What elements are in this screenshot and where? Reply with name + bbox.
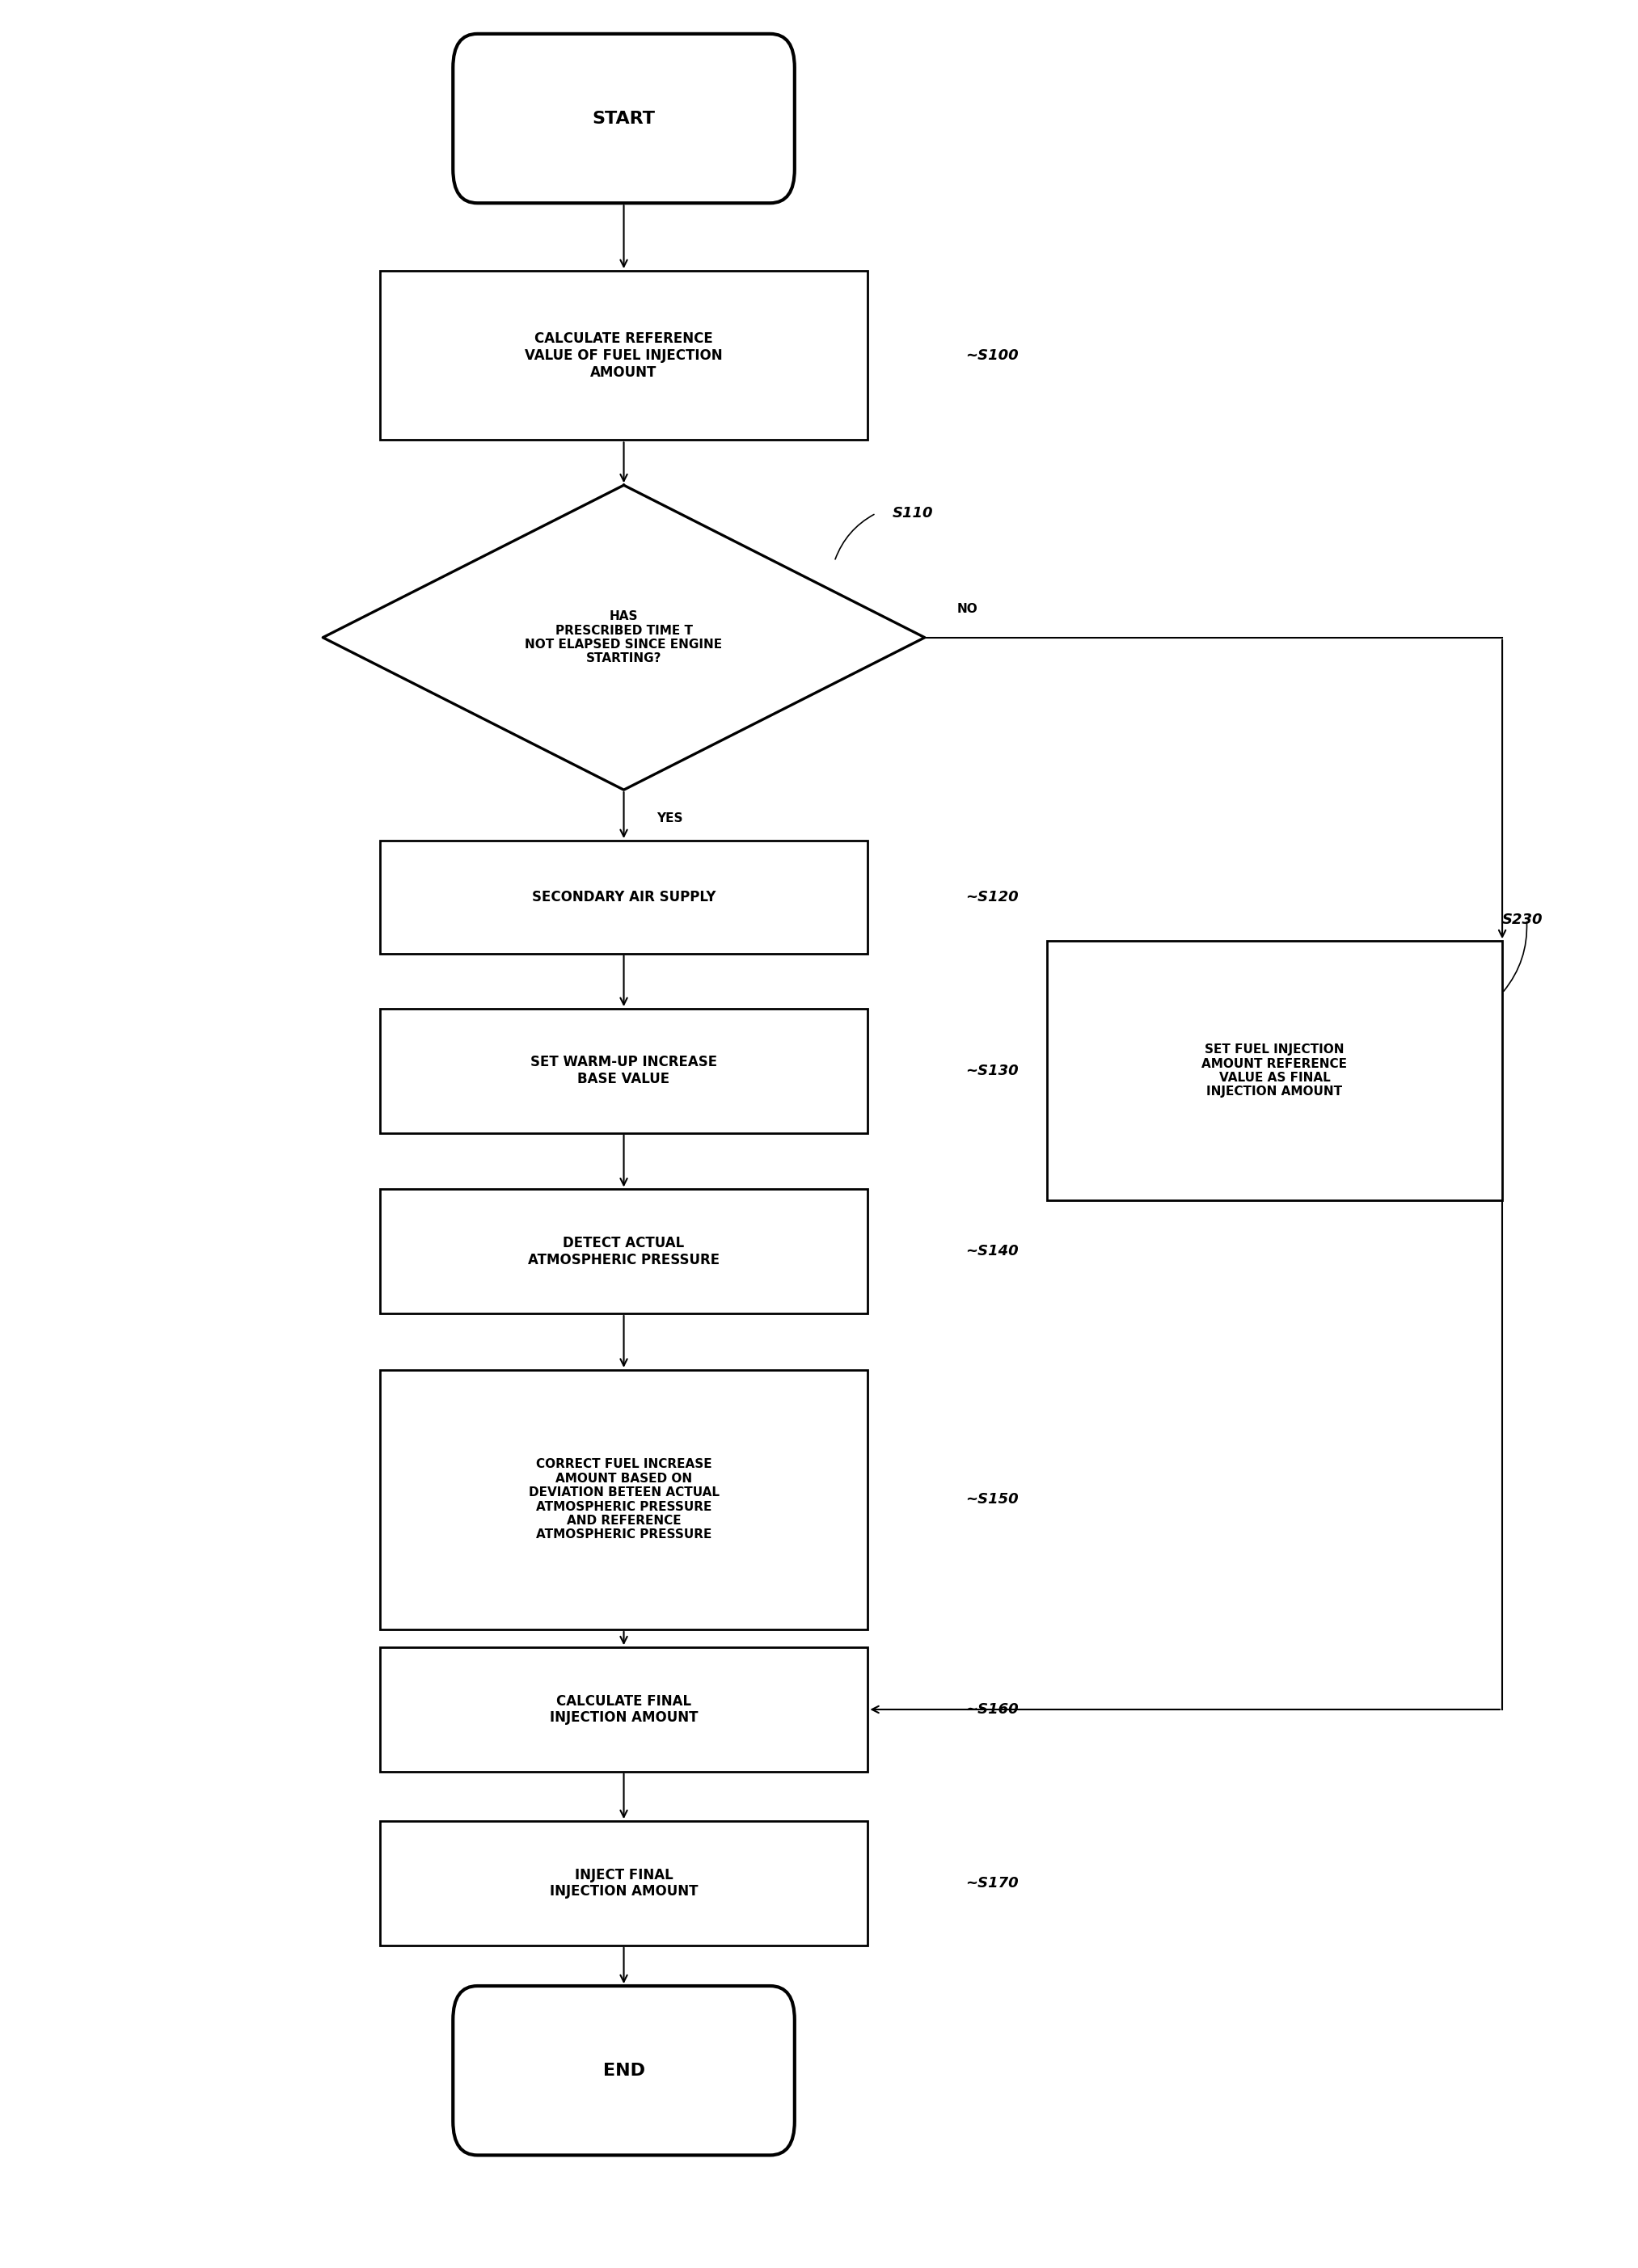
Text: ~S160: ~S160 bbox=[965, 1703, 1019, 1717]
Text: HAS
PRESCRIBED TIME T
NOT ELAPSED SINCE ENGINE
STARTING?: HAS PRESCRIBED TIME T NOT ELAPSED SINCE … bbox=[526, 610, 722, 665]
Text: ~S100: ~S100 bbox=[965, 349, 1019, 363]
Text: ~S130: ~S130 bbox=[965, 1064, 1019, 1077]
Text: NO: NO bbox=[957, 603, 978, 615]
Text: ~S120: ~S120 bbox=[965, 889, 1019, 905]
Text: CALCULATE REFERENCE
VALUE OF FUEL INJECTION
AMOUNT: CALCULATE REFERENCE VALUE OF FUEL INJECT… bbox=[524, 331, 722, 379]
FancyBboxPatch shape bbox=[380, 841, 868, 953]
FancyBboxPatch shape bbox=[380, 1821, 868, 1946]
Text: END: END bbox=[603, 2062, 645, 2080]
FancyBboxPatch shape bbox=[380, 270, 868, 440]
Text: S110: S110 bbox=[893, 506, 934, 522]
FancyBboxPatch shape bbox=[1047, 941, 1502, 1200]
Text: START: START bbox=[593, 111, 655, 127]
Text: DETECT ACTUAL
ATMOSPHERIC PRESSURE: DETECT ACTUAL ATMOSPHERIC PRESSURE bbox=[527, 1236, 719, 1268]
Text: INJECT FINAL
INJECTION AMOUNT: INJECT FINAL INJECTION AMOUNT bbox=[550, 1867, 698, 1898]
Polygon shape bbox=[323, 485, 925, 789]
FancyBboxPatch shape bbox=[380, 1188, 868, 1313]
Text: SECONDARY AIR SUPPLY: SECONDARY AIR SUPPLY bbox=[532, 889, 716, 905]
FancyBboxPatch shape bbox=[454, 34, 794, 204]
Text: CORRECT FUEL INCREASE
AMOUNT BASED ON
DEVIATION BETEEN ACTUAL
ATMOSPHERIC PRESSU: CORRECT FUEL INCREASE AMOUNT BASED ON DE… bbox=[529, 1458, 719, 1540]
Text: CALCULATE FINAL
INJECTION AMOUNT: CALCULATE FINAL INJECTION AMOUNT bbox=[550, 1694, 698, 1726]
Text: ~S140: ~S140 bbox=[965, 1245, 1019, 1259]
Text: SET FUEL INJECTION
AMOUNT REFERENCE
VALUE AS FINAL
INJECTION AMOUNT: SET FUEL INJECTION AMOUNT REFERENCE VALU… bbox=[1202, 1043, 1348, 1098]
FancyBboxPatch shape bbox=[454, 1987, 794, 2155]
Text: ~S150: ~S150 bbox=[965, 1492, 1019, 1506]
FancyBboxPatch shape bbox=[380, 1370, 868, 1628]
FancyBboxPatch shape bbox=[380, 1009, 868, 1134]
Text: S230: S230 bbox=[1502, 912, 1543, 928]
FancyBboxPatch shape bbox=[380, 1647, 868, 1771]
Text: SET WARM-UP INCREASE
BASE VALUE: SET WARM-UP INCREASE BASE VALUE bbox=[531, 1055, 717, 1086]
Text: ~S170: ~S170 bbox=[965, 1876, 1019, 1892]
Text: YES: YES bbox=[657, 812, 683, 826]
